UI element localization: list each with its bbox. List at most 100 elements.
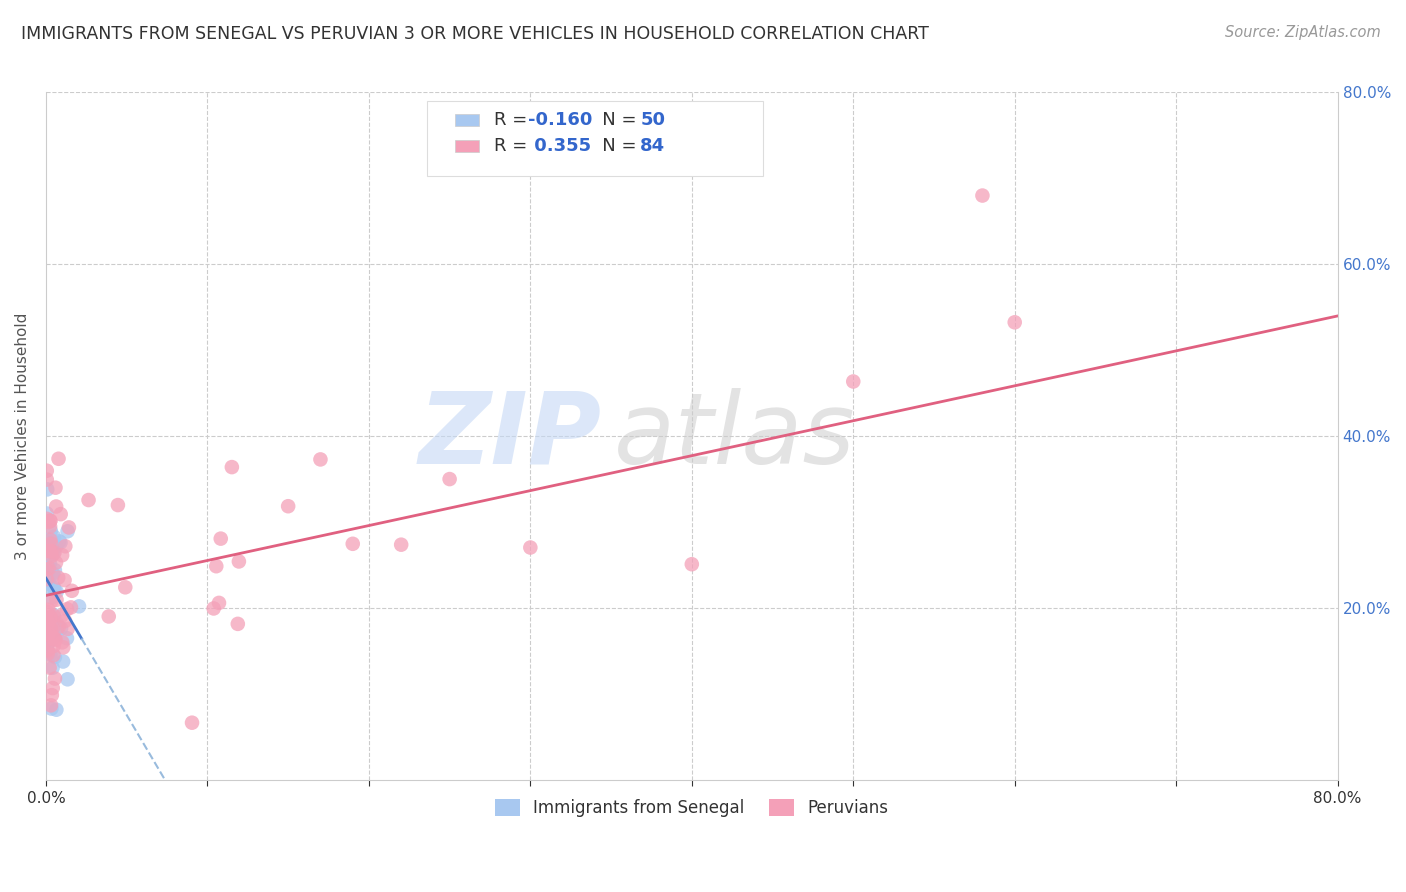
Point [35,639,58,653]
Point [44,582,66,597]
Point [44,563,66,577]
Point [38,544,60,558]
Point [519,541,541,555]
Point [221,460,243,475]
Point [35,473,58,487]
Point [48,451,70,466]
Point [51,635,73,649]
Point [39,622,62,636]
Point [45,633,67,648]
Point [41,591,63,605]
Point [39,611,62,625]
Point [35,562,58,576]
Point [42,639,65,653]
Point [56,524,79,539]
FancyBboxPatch shape [427,101,763,177]
Text: 84: 84 [640,137,665,155]
Y-axis label: 3 or more Vehicles in Household: 3 or more Vehicles in Household [15,312,30,560]
Text: atlas: atlas [614,388,856,485]
Point [202,601,225,615]
Point [38,544,60,558]
Point [58,520,80,534]
Point [48,620,70,634]
Point [681,558,703,572]
Point [42,648,65,663]
Point [45,703,67,717]
Point [277,500,299,514]
Point [107,498,129,512]
Point [42,620,65,634]
Point [51,548,73,562]
Point [35,464,58,478]
Point [42,568,65,582]
Point [35,541,58,555]
Point [44,581,66,595]
Point [38,561,60,575]
Point [56,673,79,687]
Point [60,583,83,598]
Point [44,632,66,646]
Text: 0.355: 0.355 [527,137,591,155]
Point [39,514,62,528]
Text: -0.160: -0.160 [527,111,592,128]
Point [37,629,59,643]
Point [38,661,60,675]
Point [49,507,72,521]
Point [35,613,58,627]
Text: 50: 50 [640,111,665,128]
Point [35,559,58,574]
Text: R =: R = [494,137,533,155]
Point [44,481,66,495]
Text: ZIP: ZIP [419,388,602,485]
Point [37,574,59,588]
Point [39,626,62,640]
Point [1004,315,1026,329]
Point [41,549,63,563]
Point [35,577,58,591]
Point [972,188,994,202]
Point [45,622,67,636]
Point [39,519,62,533]
Point [41,544,63,558]
Point [309,452,332,467]
Point [114,580,136,594]
Point [44,650,66,665]
Point [46,616,69,631]
Point [37,574,59,589]
Point [42,547,65,561]
Point [37,627,59,641]
Point [35,605,58,619]
Text: IMMIGRANTS FROM SENEGAL VS PERUVIAN 3 OR MORE VEHICLES IN HOUSEHOLD CORRELATION : IMMIGRANTS FROM SENEGAL VS PERUVIAN 3 OR… [21,25,929,43]
Point [39,540,62,554]
Point [41,661,63,675]
Point [45,540,67,554]
Point [39,514,62,528]
Point [53,573,76,587]
Point [42,681,65,695]
Point [37,637,59,651]
Point [41,542,63,557]
Text: R =: R = [494,111,533,128]
Point [42,530,65,544]
Point [37,643,59,657]
Point [45,556,67,570]
Point [42,631,65,645]
Point [42,608,65,623]
Point [205,559,228,574]
Point [39,557,62,571]
Point [44,608,66,623]
Point [35,512,58,526]
Point [38,534,60,549]
Point [181,715,204,730]
Point [42,566,65,581]
Point [56,631,79,645]
Point [52,655,75,669]
Point [56,602,79,616]
Point [39,698,62,713]
Text: N =: N = [585,111,643,128]
Point [39,648,62,662]
Point [37,483,59,497]
Point [37,559,59,574]
Point [39,610,62,624]
Point [39,533,62,547]
